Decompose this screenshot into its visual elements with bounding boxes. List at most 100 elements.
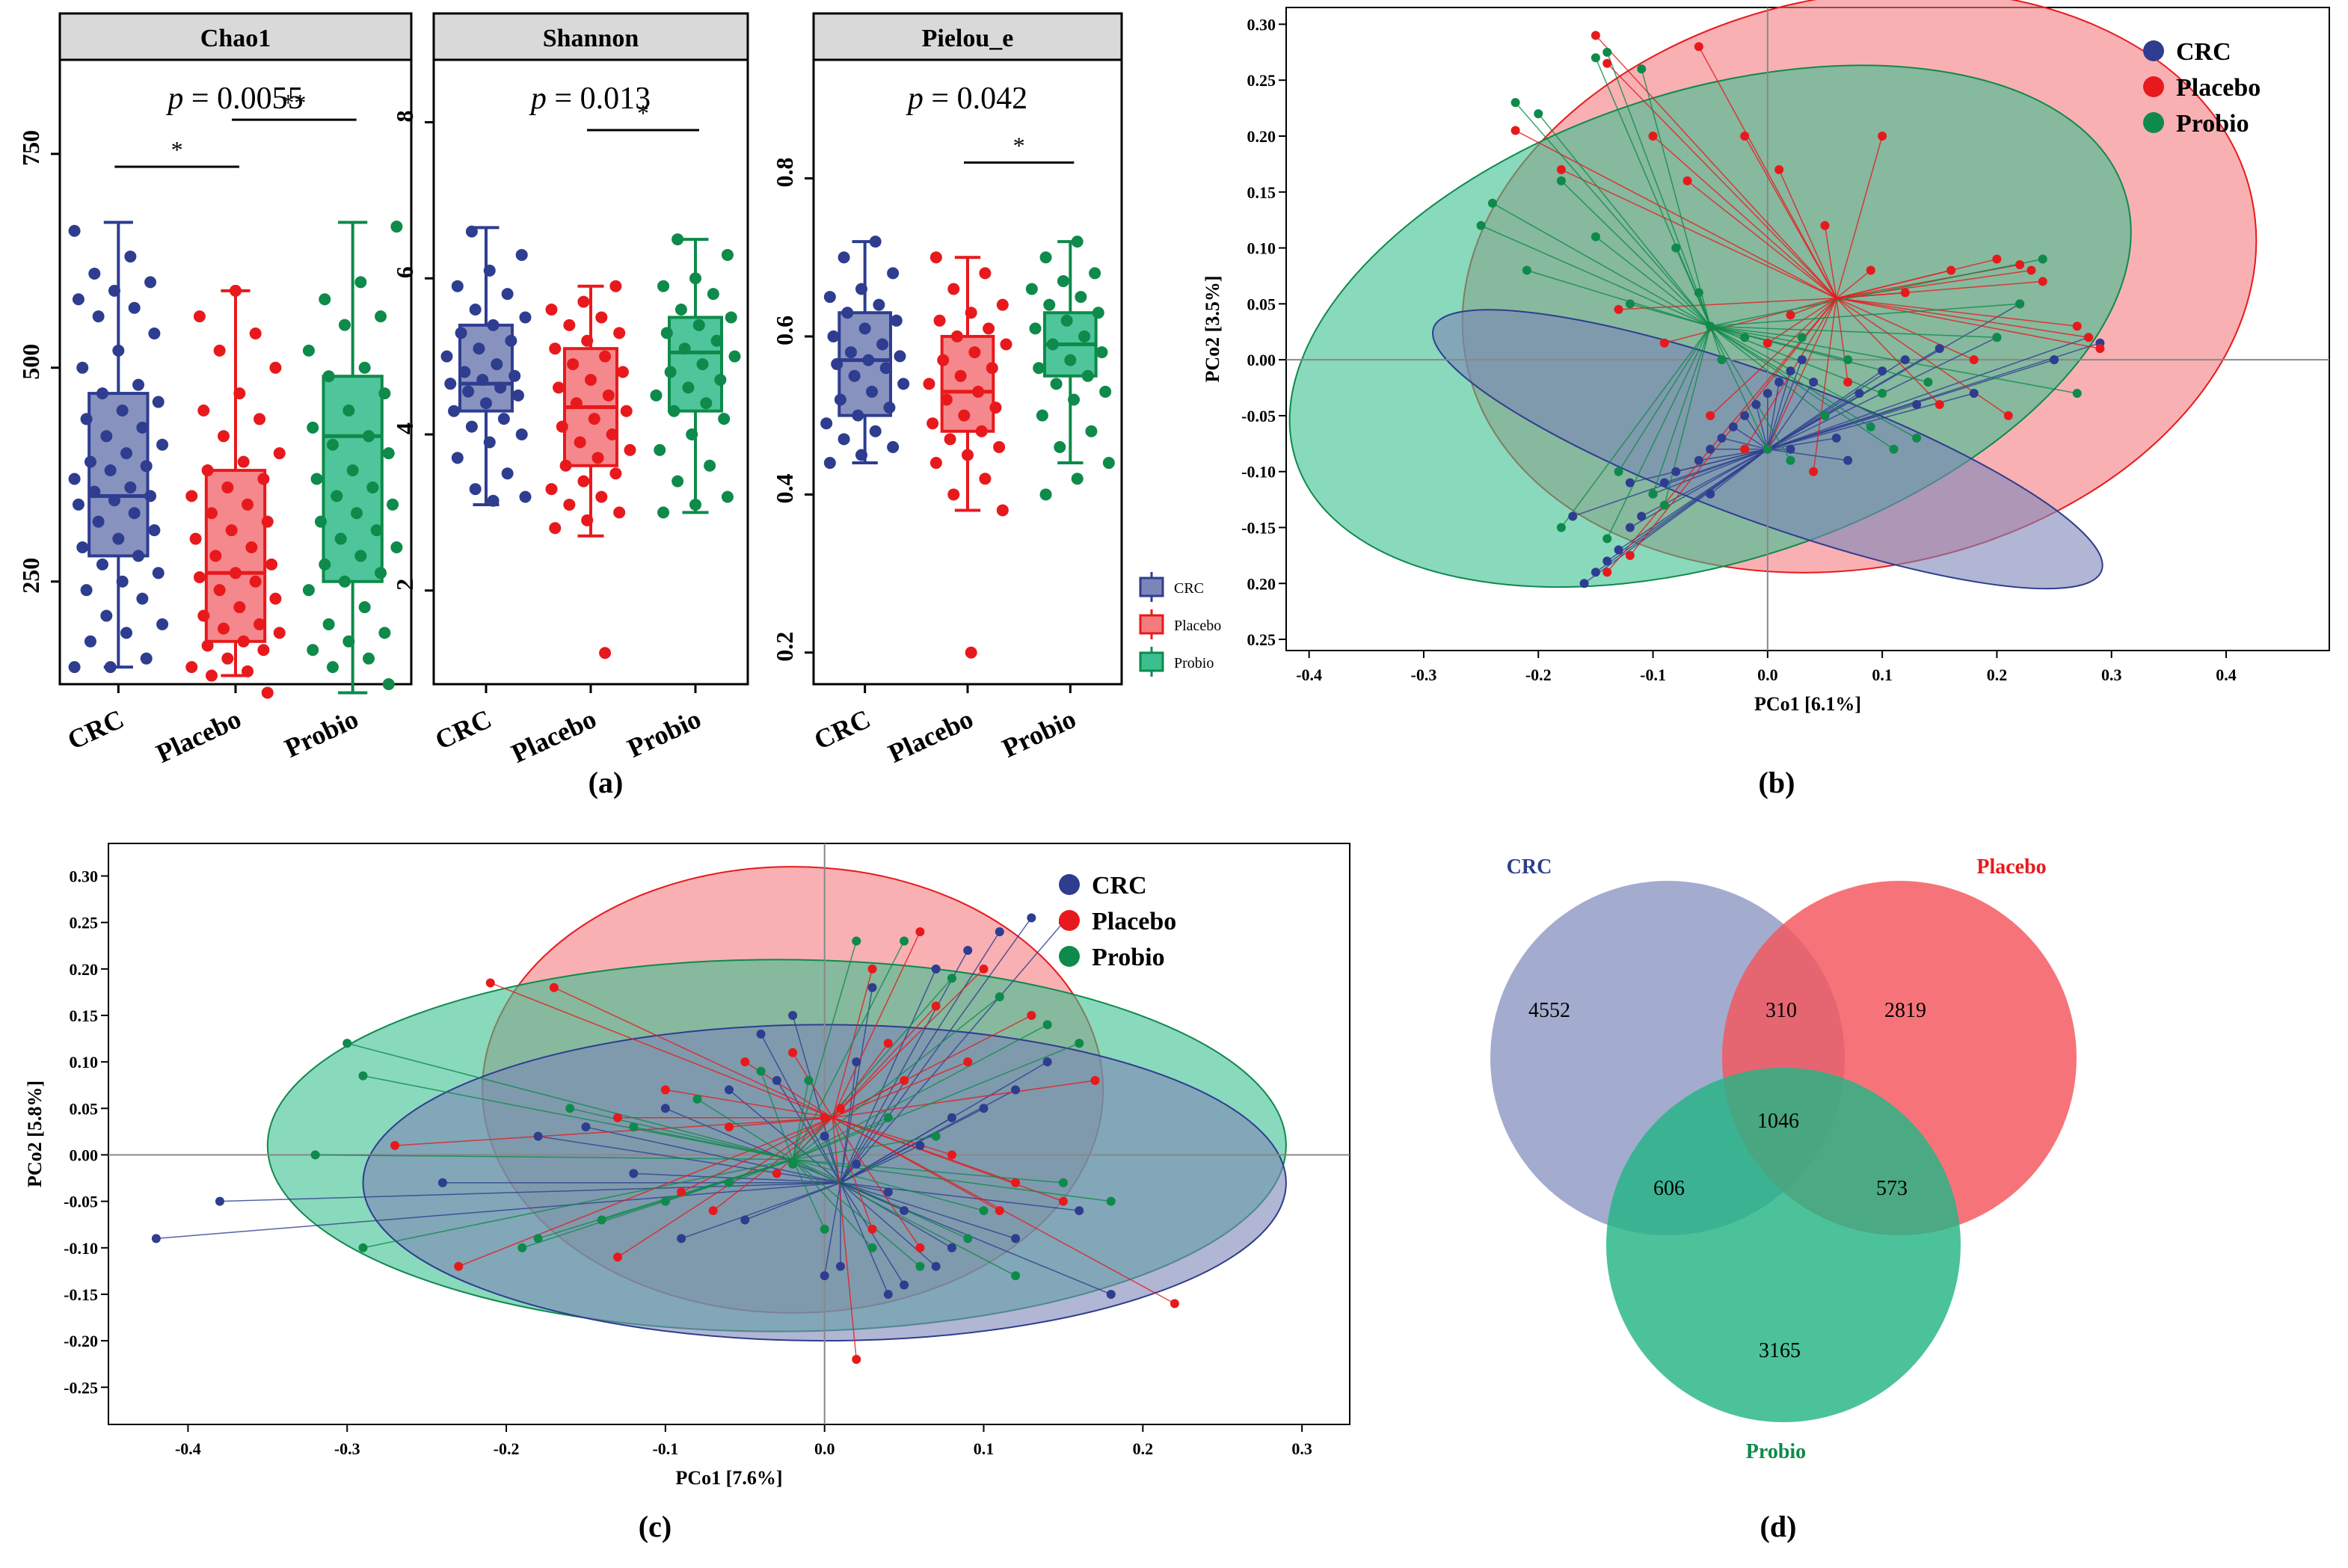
point-Probio	[714, 373, 727, 386]
point-Probio	[1602, 534, 1612, 544]
point-CRC	[848, 369, 861, 382]
spider-Probio	[363, 1158, 793, 1249]
spider-Placebo	[1515, 129, 1837, 299]
spider-Probio	[1709, 325, 1883, 394]
pvalue-symbol: p	[906, 82, 923, 116]
point-Probio	[883, 1113, 893, 1122]
spider-CRC	[1767, 437, 1837, 450]
spider-Placebo	[1618, 298, 1837, 310]
point-Probio	[310, 1150, 320, 1160]
point-Placebo	[660, 1085, 670, 1095]
point-CRC	[1831, 433, 1841, 443]
point-CRC	[890, 314, 903, 327]
legend-dot-Placebo	[2143, 76, 2164, 97]
spider-Placebo	[1778, 169, 1837, 299]
spider-Probio	[1709, 325, 1768, 450]
spider-CRC	[792, 1015, 841, 1183]
spider-Probio	[363, 1075, 793, 1160]
panel-label-a: (a)	[588, 766, 624, 799]
point-Placebo	[989, 402, 1002, 414]
point-CRC	[900, 1206, 909, 1216]
point-Placebo	[915, 1243, 925, 1252]
xtick-label-pielou: CRC	[809, 704, 875, 755]
point-Placebo	[485, 978, 495, 988]
point-Probio	[1522, 265, 1531, 275]
point-Probio	[1878, 389, 1887, 398]
point-Probio	[1039, 488, 1052, 501]
point-CRC	[144, 490, 157, 502]
point-CRC	[844, 346, 857, 359]
spider-Probio	[793, 1158, 1063, 1184]
spider-Placebo	[1836, 258, 1997, 299]
point-Probio	[682, 381, 695, 394]
point-Placebo	[237, 635, 250, 648]
spider-CRC	[840, 931, 1001, 1184]
point-CRC	[1843, 455, 1853, 465]
point-Probio	[375, 567, 387, 579]
point-Placebo	[242, 665, 254, 677]
point-Probio	[1625, 299, 1635, 309]
spider-CRC	[219, 1182, 840, 1202]
point-Probio	[517, 1243, 527, 1252]
point-Placebo	[963, 1057, 973, 1067]
ytick-label: 0.00	[70, 1146, 99, 1164]
spider-Placebo	[832, 1117, 858, 1360]
point-Probio	[1614, 467, 1623, 476]
point-CRC	[104, 464, 117, 477]
point-CRC	[1106, 1289, 1116, 1299]
point-CRC	[915, 1141, 925, 1151]
xtick-label: 0.0	[1757, 665, 1778, 684]
spider-Placebo	[832, 1117, 921, 1249]
point-CRC	[100, 609, 113, 622]
spider-Placebo	[1836, 135, 1883, 299]
point-Probio	[1912, 433, 1922, 443]
point-CRC	[1900, 355, 1910, 365]
point-CRC	[866, 385, 879, 398]
point-Probio	[852, 936, 861, 946]
point-Probio	[979, 1206, 989, 1216]
point-Placebo	[1170, 1299, 1179, 1309]
point-Probio	[1476, 221, 1486, 230]
spider-Probio	[792, 1159, 873, 1249]
point-Placebo	[201, 464, 214, 477]
point-Placebo	[1843, 378, 1853, 387]
point-CRC	[462, 385, 475, 398]
pvalue-symbol: p	[165, 82, 183, 116]
point-Probio	[1866, 422, 1875, 431]
point-CRC	[515, 248, 528, 261]
point-CRC	[483, 436, 496, 449]
ytick-label: 0.10	[1247, 239, 1276, 258]
point-Placebo	[269, 592, 282, 605]
spider-CRC	[840, 950, 968, 1184]
point-CRC	[215, 1196, 224, 1206]
point-Probio	[1671, 243, 1681, 253]
spider-Placebo	[1709, 298, 1837, 416]
point-CRC	[108, 494, 120, 507]
spider-Probio	[1710, 325, 2077, 394]
point-CRC	[1878, 366, 1887, 376]
spider-Placebo	[832, 1006, 937, 1119]
point-CRC	[862, 354, 875, 366]
point-Placebo	[954, 369, 967, 382]
point-CRC	[116, 404, 129, 416]
point-Placebo	[599, 350, 612, 363]
point-CRC	[834, 393, 846, 406]
point-CRC	[1706, 489, 1715, 499]
point-Probio	[1058, 1178, 1068, 1187]
spider-Placebo	[832, 1080, 905, 1119]
point-CRC	[897, 378, 910, 390]
point-CRC	[508, 369, 521, 382]
point-Placebo	[1878, 132, 1887, 141]
point-Probio	[358, 1243, 368, 1252]
point-CRC	[501, 467, 514, 480]
point-CRC	[112, 532, 125, 545]
point-CRC	[1706, 444, 1715, 454]
point-Probio	[1556, 176, 1566, 185]
point-Placebo	[185, 661, 198, 674]
point-Placebo	[993, 440, 1006, 453]
point-CRC	[931, 964, 941, 974]
venn-count-CRC_Placebo: 310	[1765, 999, 1797, 1022]
point-Placebo	[2003, 411, 2013, 420]
point-CRC	[491, 358, 503, 371]
spider-Placebo	[1653, 135, 1837, 299]
